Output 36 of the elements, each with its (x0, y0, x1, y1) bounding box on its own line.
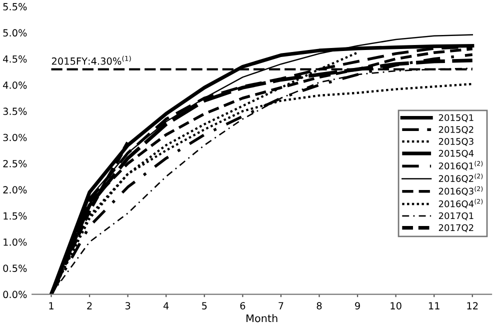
x-tick-label: 10 (390, 302, 402, 310)
y-tick-label: 0.0% (3, 290, 27, 298)
legend-label: 2016Q4$^{(2)}$ (438, 198, 483, 208)
y-tick-label: 3.5% (3, 108, 27, 116)
legend-label: 2015Q1 (438, 114, 474, 122)
legend-label: 2016Q2$^{(2)}$ (438, 174, 483, 183)
x-axis-title: Month (246, 314, 278, 322)
x-tick-label: 7 (278, 302, 284, 310)
x-tick-label: 12 (467, 302, 478, 310)
legend-label: 2016Q1$^{(2)}$ (438, 160, 483, 170)
legend-label: 2017Q2 (438, 224, 474, 232)
x-tick-label: 9 (355, 302, 360, 310)
y-tick-label: 2.5% (3, 160, 27, 168)
legend-label: 2015Q3 (438, 138, 474, 146)
x-tick-label: 4 (163, 302, 169, 310)
ref-line-label: 2015FY:4.30%$^{(1)}$ (52, 56, 131, 65)
y-tick-label: 3.0% (3, 134, 27, 142)
y-tick-label: 2.0% (3, 186, 27, 194)
y-tick-label: 4.5% (3, 55, 27, 63)
y-tick-label: 1.5% (4, 212, 27, 220)
y-tick-label: 5.5% (3, 3, 27, 10)
legend-label: 2016Q3$^{(2)}$ (438, 186, 483, 196)
x-tick-label: 1 (49, 302, 54, 310)
x-tick-label: 3 (125, 302, 130, 310)
legend-label: 2015Q4 (438, 150, 474, 158)
x-tick-label: 11 (428, 302, 440, 310)
x-tick-label: 8 (316, 302, 322, 310)
y-tick-label: 5.0% (3, 29, 27, 37)
legend-label: 2017Q1 (438, 212, 474, 220)
x-tick-label: 6 (240, 302, 246, 310)
y-tick-label: 4.0% (3, 82, 27, 89)
x-tick-label: 5 (202, 302, 207, 310)
x-tick-label: 2 (87, 302, 92, 310)
y-tick-label: 1.0% (4, 238, 27, 246)
y-tick-label: 0.5% (3, 264, 27, 272)
legend-label: 2015Q2 (438, 126, 474, 134)
